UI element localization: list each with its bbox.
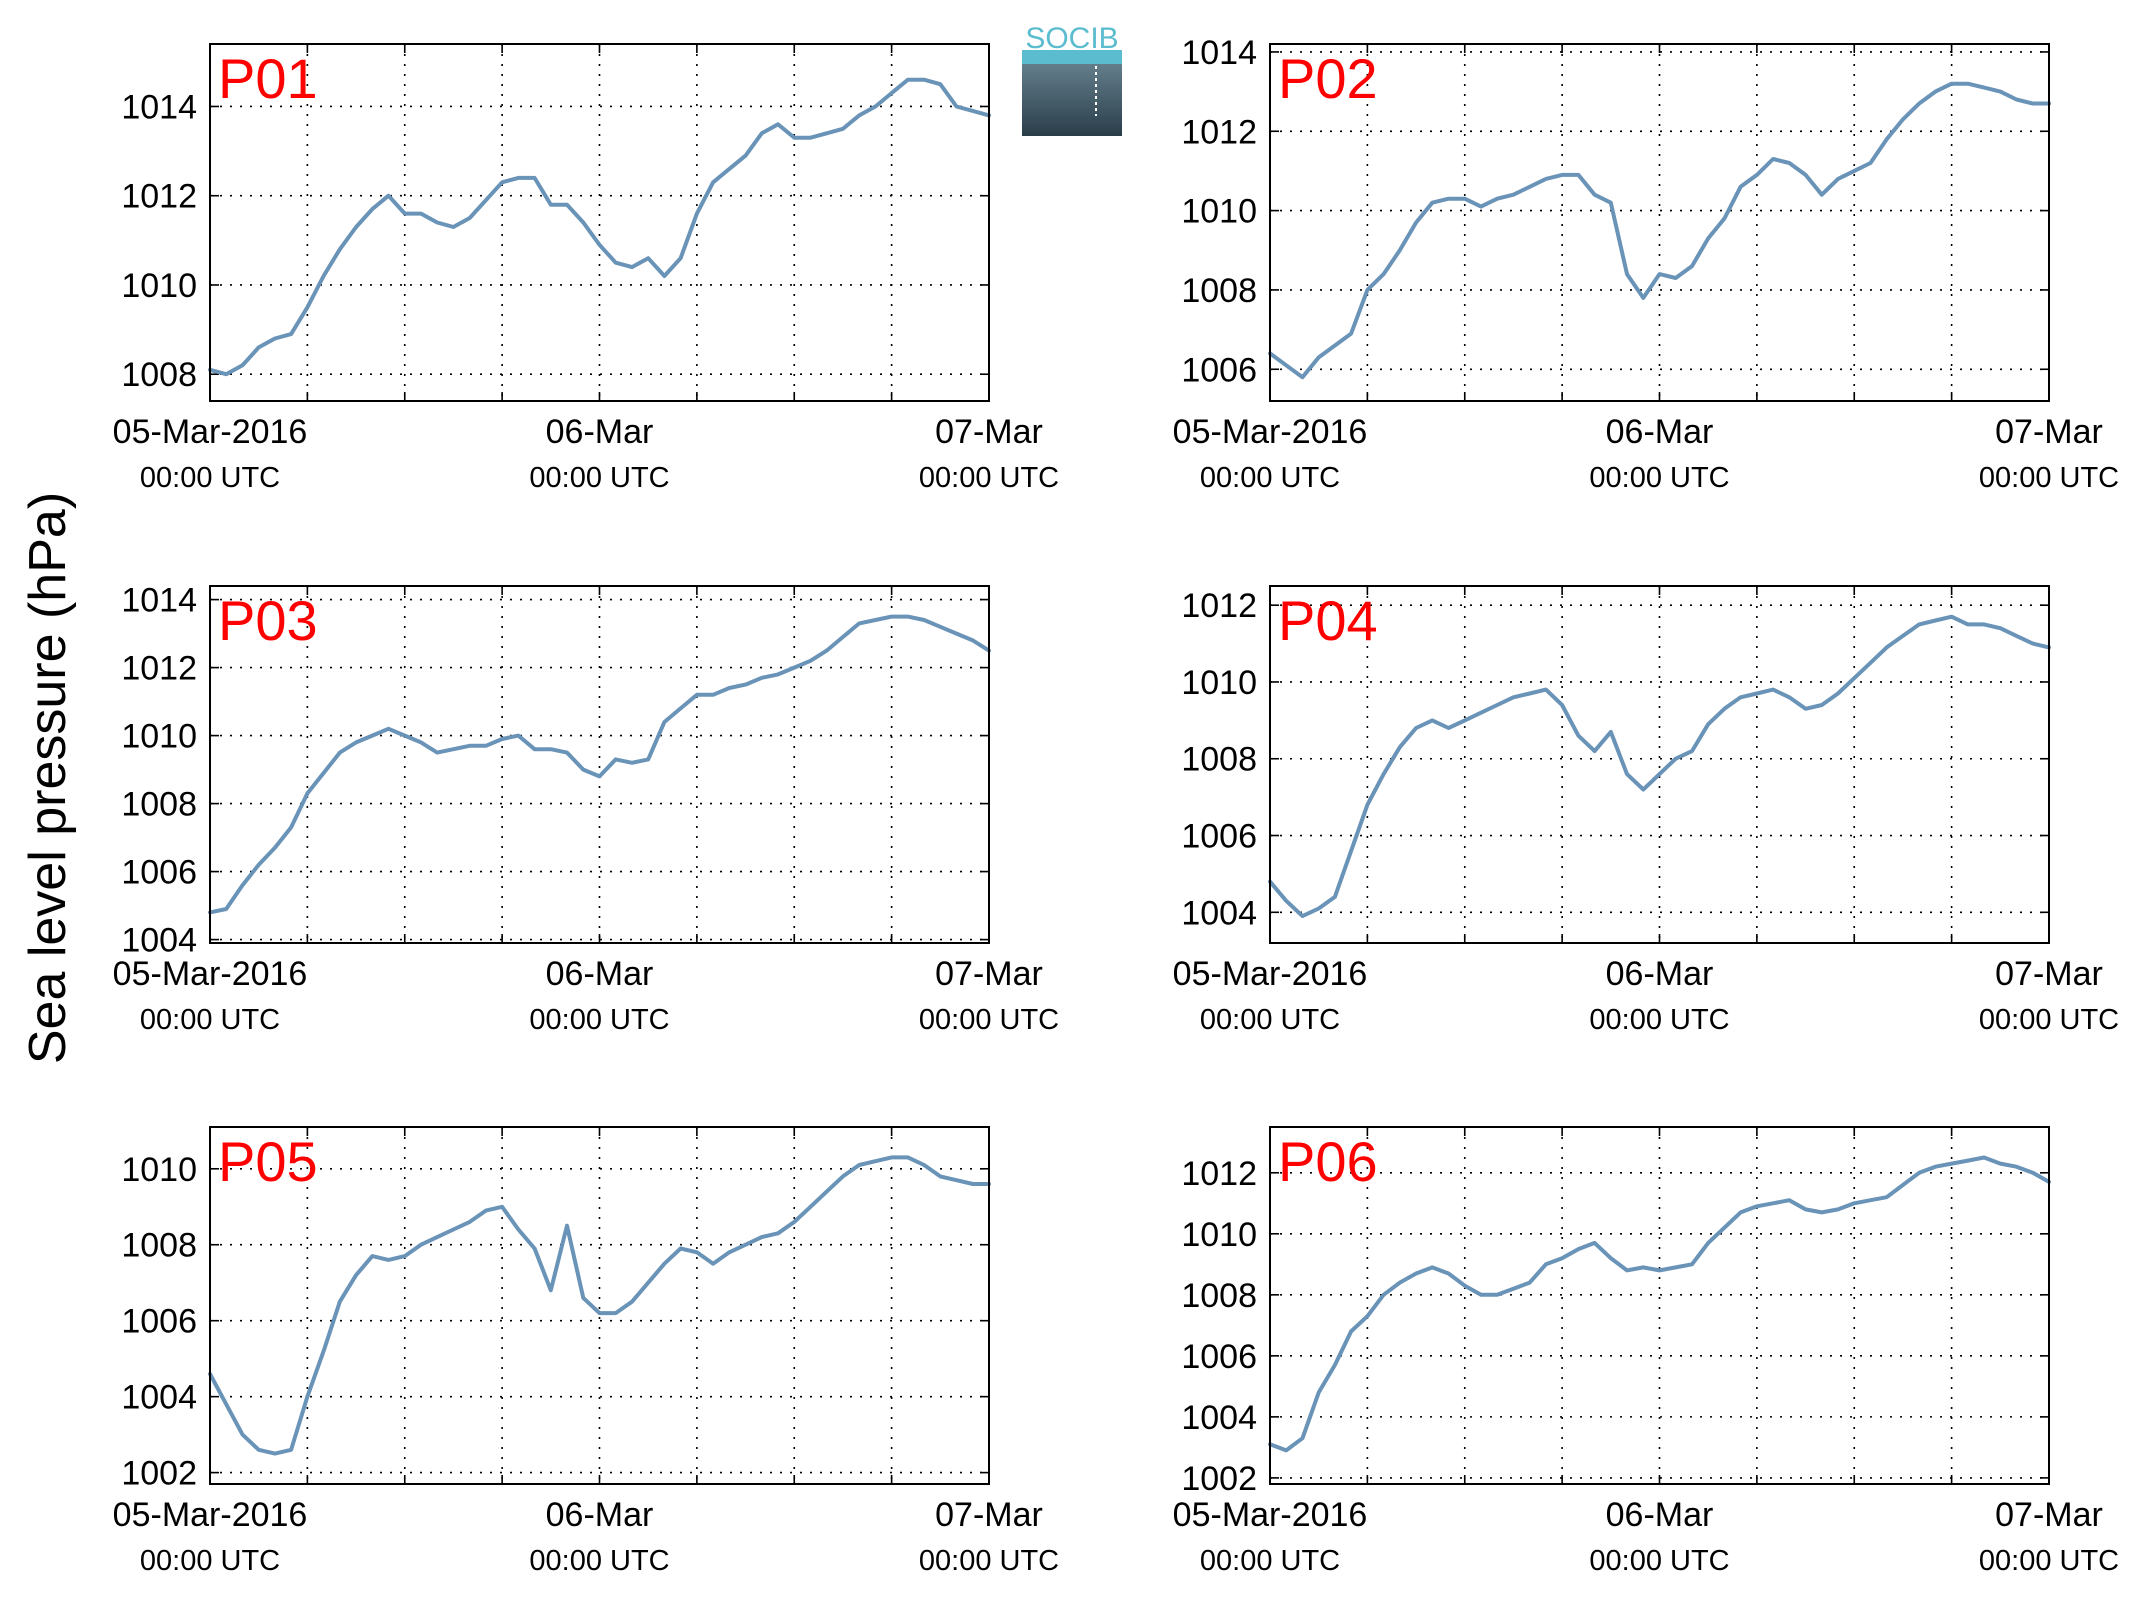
panel-label: P01 <box>218 47 318 110</box>
series-line <box>208 614 991 915</box>
y-tick-label: 1006 <box>121 854 197 892</box>
panel-label: P02 <box>1278 47 1378 110</box>
x-tick-label-time: 00:00 UTC <box>1589 1545 1729 1577</box>
y-tick-label: 1004 <box>121 1379 197 1417</box>
panel-p04: 1004 1006 1008 1010 1012 P04 05-Mar-2016 00:00 … <box>1173 585 2119 1036</box>
x-tick-label-time: 00:00 UTC <box>1200 1004 1340 1036</box>
x-tick-label-time: 00:00 UTC <box>529 462 669 494</box>
y-tick-label: 1008 <box>121 356 197 394</box>
logo-wave-band <box>1022 50 1122 64</box>
y-tick-label: 1008 <box>1181 741 1257 779</box>
axes-box <box>209 1126 990 1485</box>
y-tick-label: 1010 <box>121 267 197 305</box>
y-tick-label: 1006 <box>121 1303 197 1341</box>
panel-p03: 1004 1006 1008 1010 1012 1014 P03 05-Mar-2016 00… <box>113 582 1059 1036</box>
x-tick-label-time: 00:00 UTC <box>919 462 1059 494</box>
y-tick-label: 1012 <box>121 650 197 688</box>
panel-label: P05 <box>218 1130 318 1193</box>
x-tick-label-time: 00:00 UTC <box>529 1545 669 1577</box>
x-tick-label-date: 07-Mar <box>1995 413 2103 451</box>
x-tick-label-time: 00:00 UTC <box>1589 462 1729 494</box>
x-tick-label-date: 05-Mar-2016 <box>1173 1496 1368 1534</box>
x-tick-label-time: 00:00 UTC <box>1200 1545 1340 1577</box>
y-tick-label: 1008 <box>121 1227 197 1265</box>
panel-p06: 1002 1004 1006 1008 1010 1012 P06 05-Mar-2016 00… <box>1173 1126 2119 1577</box>
series-line <box>1268 614 2051 919</box>
y-tick-label: 1012 <box>1181 1155 1257 1193</box>
y-tick-label: 1004 <box>1181 1399 1257 1437</box>
panel-label: P03 <box>218 589 318 652</box>
y-tick-label: 1014 <box>121 88 197 126</box>
x-tick-label-date: 06-Mar <box>1606 955 1714 993</box>
x-tick-label-time: 00:00 UTC <box>140 1545 280 1577</box>
x-tick-label-date: 06-Mar <box>1606 413 1714 451</box>
x-tick-label-time: 00:00 UTC <box>919 1545 1059 1577</box>
y-tick-label: 1008 <box>1181 1277 1257 1315</box>
x-tick-label-time: 00:00 UTC <box>1589 1004 1729 1036</box>
x-tick-label-date: 06-Mar <box>546 413 654 451</box>
x-tick-label-date: 06-Mar <box>546 955 654 993</box>
x-tick-label-time: 00:00 UTC <box>529 1004 669 1036</box>
y-tick-label: 1014 <box>1181 34 1257 72</box>
x-tick-label-date: 07-Mar <box>1995 955 2103 993</box>
figure-ylabel: Sea level pressure (hPa) <box>19 492 77 1064</box>
socib-logo: SOCIB <box>1022 22 1122 136</box>
panel-p05: 1002 1004 1006 1008 1010 P05 05-Mar-2016 00:00 … <box>113 1126 1059 1577</box>
x-tick-label-date: 07-Mar <box>935 413 1043 451</box>
y-tick-label: 1012 <box>1181 587 1257 625</box>
axes-box <box>1269 1126 2050 1485</box>
x-tick-label-time: 00:00 UTC <box>1200 462 1340 494</box>
y-tick-label: 1004 <box>1181 894 1257 932</box>
logo-water-block <box>1022 50 1122 136</box>
x-tick-label-time: 00:00 UTC <box>1979 1545 2119 1577</box>
x-tick-label-time: 00:00 UTC <box>1979 462 2119 494</box>
y-tick-label: 1010 <box>121 718 197 756</box>
axes-box <box>1269 585 2050 944</box>
x-tick-label-time: 00:00 UTC <box>919 1004 1059 1036</box>
y-tick-label: 1004 <box>121 922 197 960</box>
series-line <box>1268 81 2051 380</box>
axes-box <box>1269 43 2050 402</box>
y-tick-label: 1002 <box>1181 1460 1257 1498</box>
y-tick-label: 1010 <box>121 1151 197 1189</box>
x-tick-label-date: 07-Mar <box>935 1496 1043 1534</box>
panel-p01: 1008 1010 1012 1014 P01 05-Mar-2016 00:00 UTC 0… <box>113 43 1059 494</box>
x-tick-label-time: 00:00 UTC <box>140 1004 280 1036</box>
series-line <box>208 77 991 377</box>
x-tick-label-time: 00:00 UTC <box>140 462 280 494</box>
axes-box <box>209 585 990 944</box>
y-tick-label: 1010 <box>1181 664 1257 702</box>
x-tick-label-date: 05-Mar-2016 <box>113 1496 308 1534</box>
panel-label: P06 <box>1278 1130 1378 1193</box>
x-tick-label-date: 06-Mar <box>546 1496 654 1534</box>
x-tick-label-date: 05-Mar-2016 <box>113 413 308 451</box>
x-tick-label-date: 05-Mar-2016 <box>1173 955 1368 993</box>
y-tick-label: 1010 <box>1181 193 1257 231</box>
y-tick-label: 1002 <box>121 1455 197 1493</box>
y-tick-label: 1008 <box>121 786 197 824</box>
chart-panels: 1008 1010 1012 1014 P01 05-Mar-2016 00:00 UTC 0… <box>113 34 2119 1577</box>
x-tick-label-time: 00:00 UTC <box>1979 1004 2119 1036</box>
panel-p02: 1006 1008 1010 1012 1014 P02 05-Mar-2016 00:00 … <box>1173 34 2119 494</box>
x-tick-label-date: 07-Mar <box>1995 1496 2103 1534</box>
logo-text: SOCIB <box>1025 22 1118 55</box>
y-tick-label: 1012 <box>121 178 197 216</box>
x-tick-label-date: 05-Mar-2016 <box>113 955 308 993</box>
y-tick-label: 1008 <box>1181 272 1257 310</box>
y-tick-label: 1006 <box>1181 818 1257 856</box>
x-tick-label-date: 06-Mar <box>1606 1496 1714 1534</box>
series-line <box>208 1155 991 1456</box>
x-tick-label-date: 05-Mar-2016 <box>1173 413 1368 451</box>
series-line <box>1268 1155 2051 1453</box>
x-tick-label-date: 07-Mar <box>935 955 1043 993</box>
panel-label: P04 <box>1278 589 1378 652</box>
y-tick-label: 1006 <box>1181 351 1257 389</box>
y-tick-label: 1010 <box>1181 1216 1257 1254</box>
y-tick-label: 1012 <box>1181 113 1257 151</box>
y-tick-label: 1014 <box>121 582 197 620</box>
axes-box <box>209 43 990 402</box>
y-tick-label: 1006 <box>1181 1338 1257 1376</box>
